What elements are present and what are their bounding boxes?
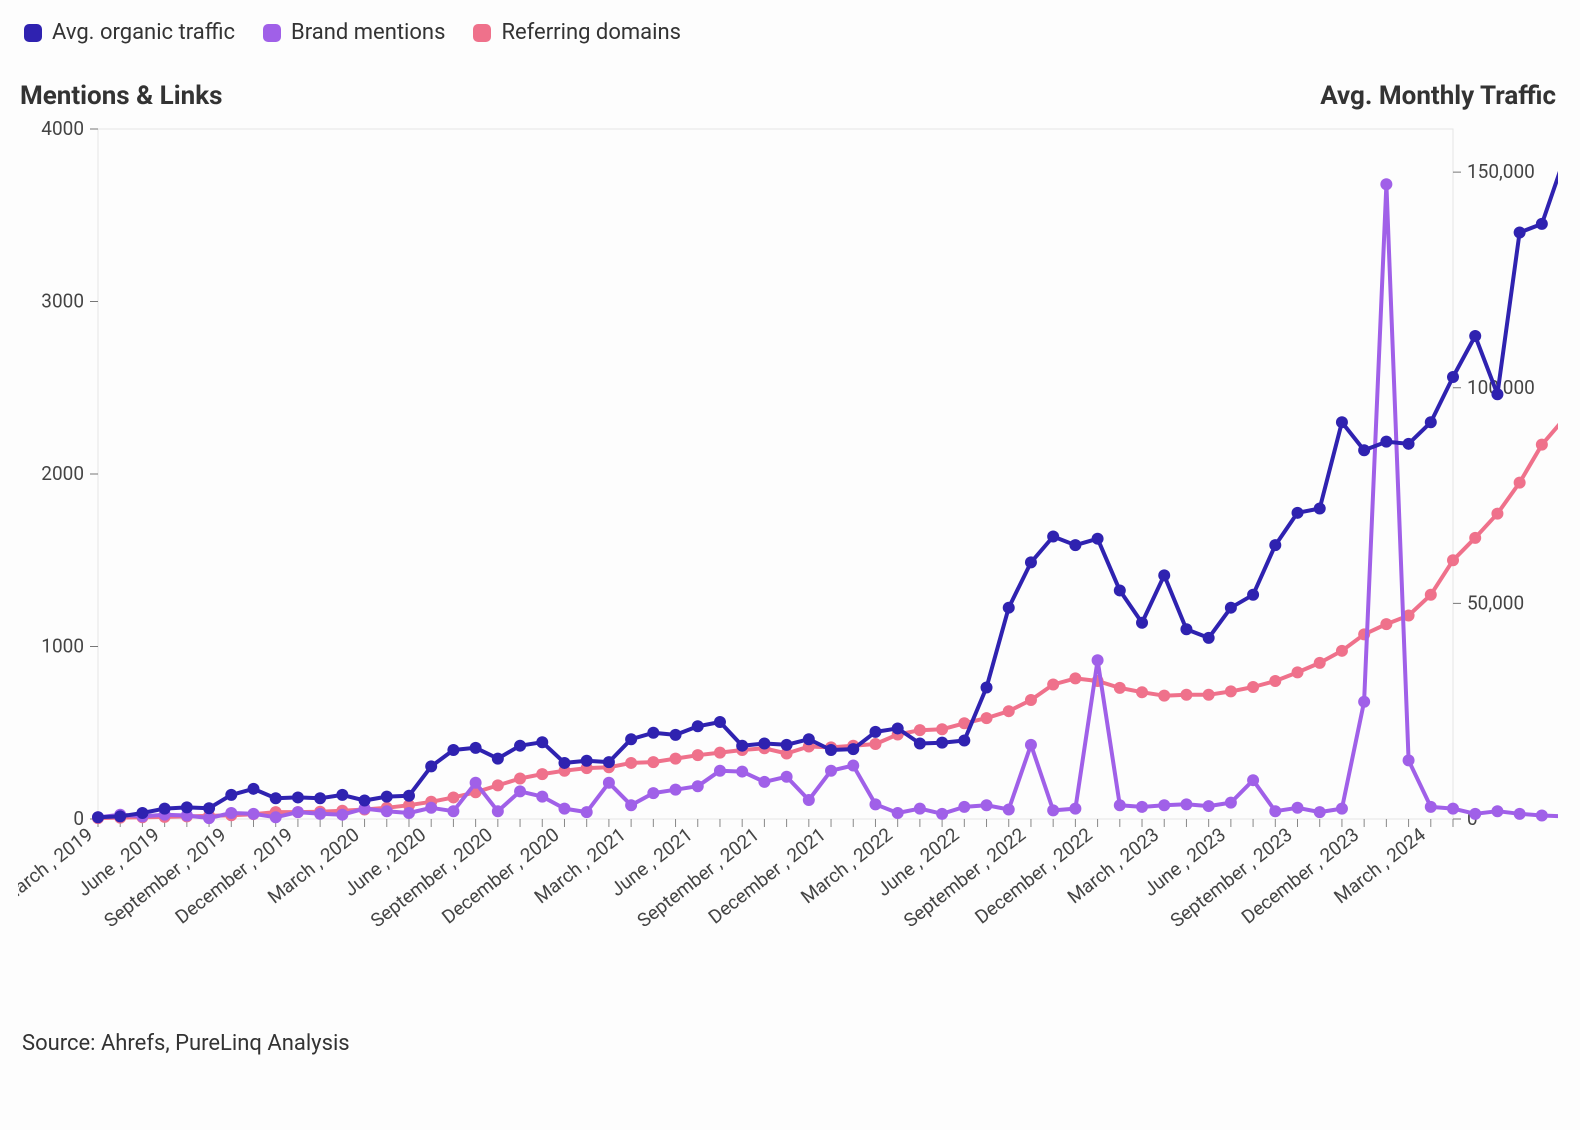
legend-item-refdomains: Referring domains: [473, 20, 681, 45]
legend-swatch-refdomains: [473, 24, 491, 42]
legend-swatch-mentions: [263, 24, 281, 42]
svg-text:September , 2023: September , 2023: [1166, 823, 1297, 932]
y-axis-title-left: Mentions & Links: [20, 81, 222, 111]
svg-text:September , 2020: September , 2020: [366, 823, 497, 932]
svg-text:September , 2019: September , 2019: [100, 823, 231, 932]
svg-text:150,000: 150,000: [1467, 160, 1535, 183]
y-axis-title-right: Avg. Monthly Traffic: [1320, 81, 1556, 111]
svg-text:1000: 1000: [41, 635, 84, 658]
svg-text:September , 2021: September , 2021: [633, 823, 764, 932]
svg-text:December , 2023: December , 2023: [1237, 823, 1363, 929]
svg-text:50,000: 50,000: [1467, 591, 1524, 614]
svg-text:2000: 2000: [41, 462, 84, 485]
chart-legend: Avg. organic traffic Brand mentions Refe…: [18, 20, 1558, 45]
legend-item-traffic: Avg. organic traffic: [24, 20, 235, 45]
svg-text:4000: 4000: [41, 119, 84, 140]
legend-label-refdomains: Referring domains: [501, 20, 681, 45]
chart-source: Source: Ahrefs, PureLinq Analysis: [18, 1031, 1558, 1056]
svg-text:December , 2022: December , 2022: [970, 823, 1096, 929]
legend-swatch-traffic: [24, 24, 42, 42]
legend-label-traffic: Avg. organic traffic: [52, 20, 235, 45]
chart: 01000200030004000050,000100,000150,000Ma…: [18, 119, 1558, 1019]
legend-label-mentions: Brand mentions: [291, 20, 445, 45]
svg-text:December , 2020: December , 2020: [437, 823, 563, 929]
svg-text:September , 2022: September , 2022: [899, 823, 1030, 932]
svg-text:3000: 3000: [41, 290, 84, 313]
svg-text:December , 2021: December , 2021: [704, 823, 830, 929]
legend-item-mentions: Brand mentions: [263, 20, 445, 45]
svg-text:December , 2019: December , 2019: [171, 823, 297, 929]
